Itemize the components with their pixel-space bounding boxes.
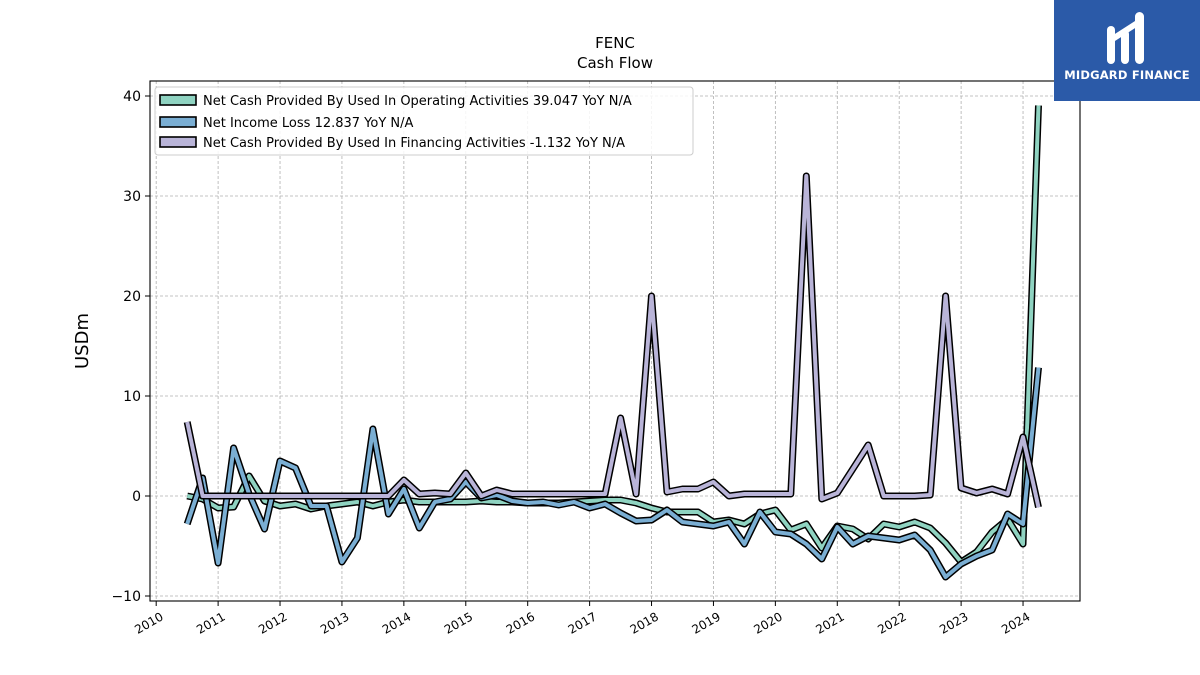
legend-label-operating: Net Cash Provided By Used In Operating A…: [203, 94, 632, 109]
x-tick-label: 2017: [566, 609, 599, 636]
x-tick-label: 2024: [999, 609, 1032, 636]
x-tick-label: 2021: [813, 609, 846, 636]
legend-label-net-income: Net Income Loss 12.837 YoY N/A: [203, 116, 414, 131]
legend-box: [154, 86, 694, 156]
x-tick-label: 2010: [132, 609, 165, 636]
x-tick-label: 2012: [256, 609, 289, 636]
brand-name: MIDGARD FINANCE: [1064, 68, 1190, 82]
x-tick-label: 2011: [194, 609, 227, 636]
x-tick-label: 2019: [689, 609, 722, 636]
y-tick-label: 40: [123, 89, 141, 105]
series-line-2: [185, 174, 1041, 508]
y-axis-ticks: −10 0 10 20 30 40: [111, 89, 150, 605]
legend-swatch-net-income: [159, 116, 197, 128]
legend-swatch-operating: [159, 94, 197, 106]
x-tick-label: 2023: [937, 609, 970, 636]
y-tick-label: 30: [123, 189, 141, 205]
x-axis-ticks: 2010 2011 2012 2013 2014 2015 2016 2017 2018 2019…: [132, 601, 1033, 637]
x-tick-label: 2016: [504, 609, 537, 636]
y-tick-label: 10: [123, 389, 141, 405]
x-tick-label: 2022: [875, 609, 908, 636]
x-tick-label: 2013: [318, 609, 351, 636]
x-tick-label: 2015: [442, 609, 475, 636]
y-axis-label: USDm: [72, 313, 93, 369]
plot-frame: [149, 80, 1081, 602]
series-line-1: [185, 367, 1041, 579]
legend-swatch-financing: [159, 136, 197, 148]
y-tick-label: 0: [132, 489, 141, 505]
legend: Net Cash Provided By Used In Operating A…: [154, 86, 694, 156]
x-tick-label: 2018: [628, 609, 661, 636]
midgard-logo-icon: [1107, 12, 1144, 64]
y-tick-label: 20: [123, 289, 141, 305]
chart-subtitle: Cash Flow: [577, 54, 653, 72]
x-tick-label: 2020: [751, 609, 784, 636]
y-tick-label: −10: [111, 589, 141, 605]
chart-title: FENC: [595, 34, 635, 52]
brand-logo: MIDGARD FINANCE: [1054, 0, 1200, 101]
legend-label-financing: Net Cash Provided By Used In Financing A…: [203, 136, 625, 151]
series-lines: [183, 105, 1042, 581]
x-tick-label: 2014: [380, 609, 413, 636]
